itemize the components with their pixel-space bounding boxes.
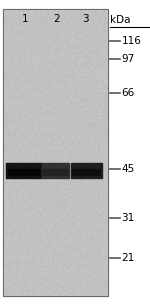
Bar — [3, 9, 108, 296]
Text: 3: 3 — [82, 14, 89, 24]
Bar — [72, 169, 100, 175]
Bar — [42, 163, 69, 178]
Text: 45: 45 — [122, 164, 135, 174]
Text: 21: 21 — [122, 253, 135, 263]
Text: 66: 66 — [122, 88, 135, 98]
Text: 31: 31 — [122, 213, 135, 223]
Text: 97: 97 — [122, 55, 135, 64]
Bar — [6, 163, 40, 178]
Text: 116: 116 — [122, 36, 141, 46]
Text: kDa: kDa — [110, 15, 131, 25]
Bar — [8, 169, 39, 175]
Bar — [70, 163, 102, 178]
Text: 2: 2 — [54, 14, 60, 24]
Bar — [3, 9, 108, 296]
Bar — [43, 169, 68, 175]
Text: 1: 1 — [22, 14, 29, 24]
